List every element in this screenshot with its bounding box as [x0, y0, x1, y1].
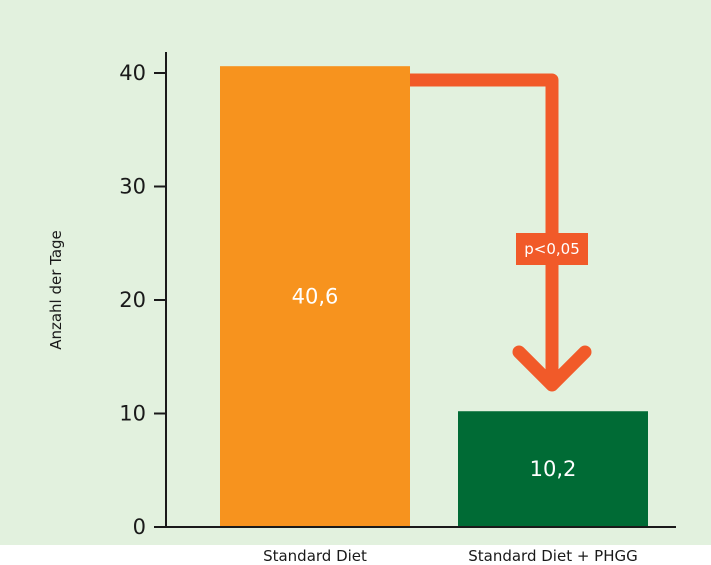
- bar-standard-diet-phgg: [458, 411, 648, 527]
- significance-arrow-line: [410, 73, 559, 385]
- bar-standard-diet: [220, 66, 410, 527]
- bars-group: 40,6 10,2: [220, 66, 648, 527]
- significance-badge: [516, 233, 588, 265]
- y-tick-label: 0: [133, 515, 146, 539]
- annotation-group: p<0,05: [410, 73, 592, 392]
- x-category-label: Standard Diet + PHGG: [468, 547, 638, 565]
- y-tick-label: 30: [119, 175, 146, 199]
- y-tick-label: 40: [119, 61, 146, 85]
- arrow-head-icon: [512, 345, 592, 392]
- y-tick-label: 20: [119, 288, 146, 312]
- axes-group: [165, 52, 676, 528]
- bar-value-label: 10,2: [530, 457, 577, 481]
- x-category-label: Standard Diet: [263, 547, 367, 565]
- y-axis-title: Anzahl der Tage: [47, 230, 65, 350]
- y-tick-label: 10: [119, 402, 146, 426]
- bar-value-label: 40,6: [292, 285, 339, 309]
- y-ticks-group: 0 10 20 30 40: [119, 61, 166, 539]
- significance-label: p<0,05: [524, 240, 580, 258]
- x-labels-group: Standard Diet Standard Diet + PHGG: [263, 547, 638, 565]
